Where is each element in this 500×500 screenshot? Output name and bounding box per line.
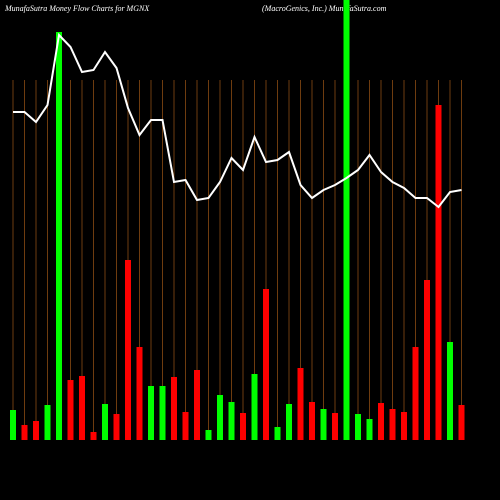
- bar: [90, 432, 97, 440]
- bar: [309, 402, 315, 440]
- bar: [263, 289, 269, 440]
- bar: [424, 280, 430, 440]
- bar: [401, 412, 407, 440]
- bar: [182, 412, 189, 440]
- bar: [447, 342, 453, 440]
- bar: [171, 377, 177, 440]
- bar: [44, 405, 51, 440]
- bar: [355, 414, 361, 440]
- bar: [102, 404, 108, 440]
- bar: [251, 374, 258, 440]
- bar: [274, 427, 281, 440]
- bar: [10, 410, 16, 440]
- chart-title: MunafaSutra Money Flow Charts for MGNX: [4, 4, 150, 13]
- bar: [332, 413, 338, 440]
- bar: [366, 419, 373, 440]
- bar: [286, 404, 292, 440]
- bar: [205, 430, 212, 440]
- bar: [56, 32, 62, 440]
- bar: [159, 386, 166, 440]
- bar: [228, 402, 235, 440]
- bar: [21, 425, 28, 440]
- bar: [240, 413, 246, 440]
- bar: [194, 370, 200, 440]
- bar: [217, 395, 223, 440]
- bar: [378, 403, 384, 440]
- bar: [125, 260, 131, 440]
- bar: [389, 409, 396, 440]
- bar: [113, 414, 120, 440]
- bar: [320, 409, 327, 440]
- bar: [67, 380, 74, 440]
- bar: [297, 368, 304, 440]
- bar: [33, 421, 39, 440]
- bar: [458, 405, 465, 440]
- bar: [148, 386, 154, 440]
- bar: [79, 376, 85, 440]
- bar: [412, 347, 419, 440]
- chart-subtitle: (MacroGenics, Inc.) MunafaSutra.com: [262, 4, 387, 13]
- bar: [435, 105, 442, 440]
- line: [13, 32, 462, 209]
- bar: [343, 0, 350, 440]
- bar: [136, 347, 143, 440]
